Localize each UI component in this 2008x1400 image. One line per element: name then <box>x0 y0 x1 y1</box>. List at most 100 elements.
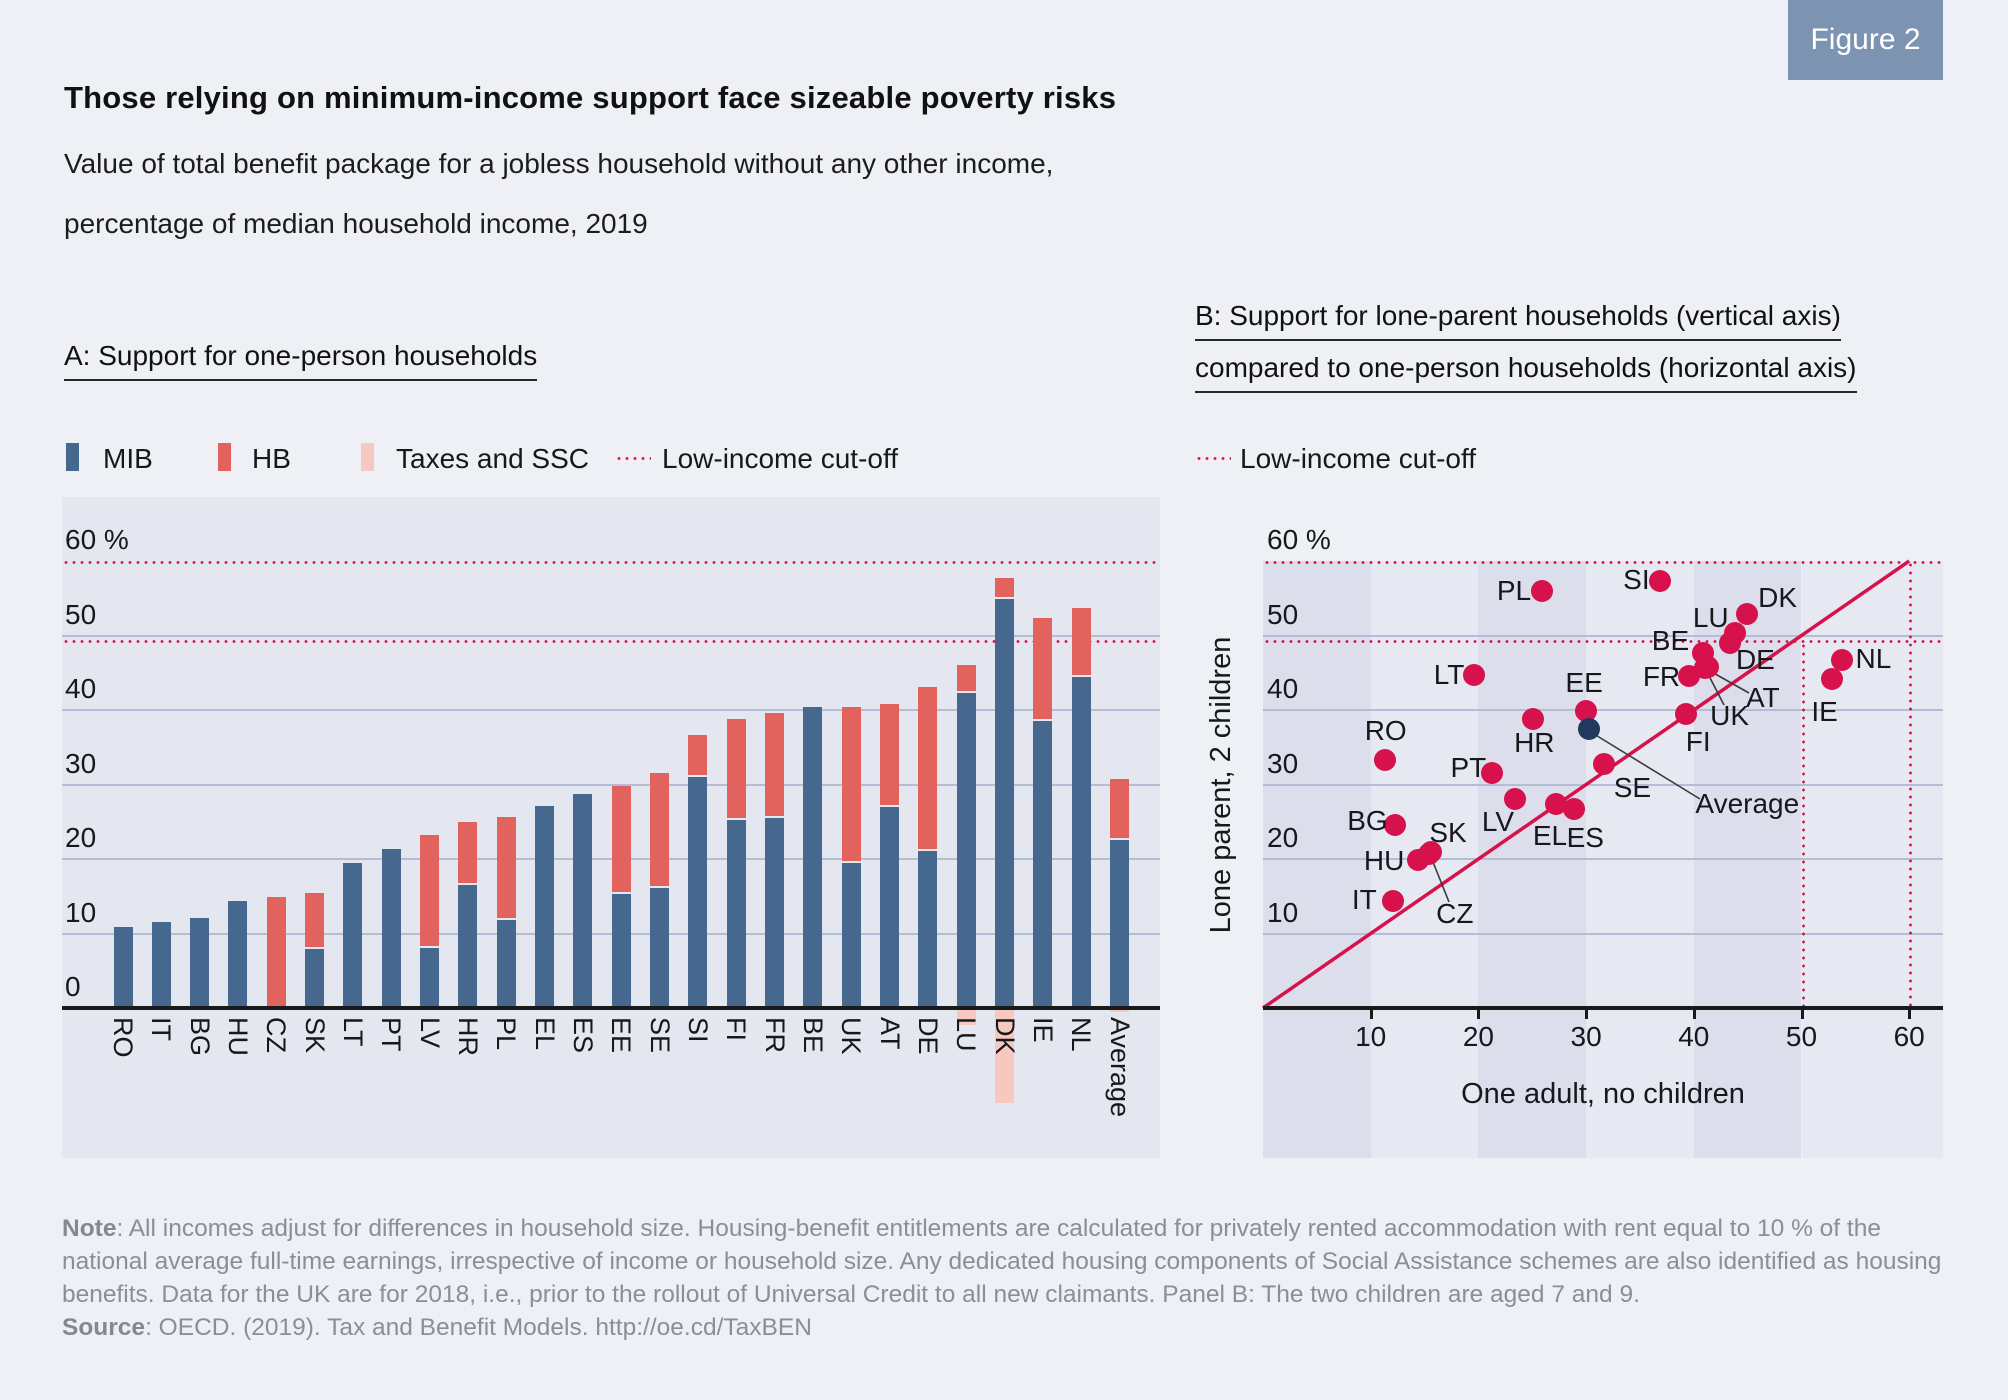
point-label-NL: NL <box>1855 643 1892 675</box>
bar-mib-DK <box>995 598 1015 1008</box>
bar-mib-RO <box>113 926 133 1008</box>
point-label-EL: EL <box>1532 819 1568 851</box>
legend-label-hb: HB <box>252 443 291 474</box>
bar-hb-PL <box>496 816 516 919</box>
point-EE <box>1575 699 1598 722</box>
point-EL <box>1544 792 1567 815</box>
bar-separator-DE <box>918 849 938 852</box>
note-text: Note: All incomes adjust for differences… <box>62 1215 1942 1308</box>
x-label-HR: HR <box>452 1017 483 1056</box>
bar-separator-NL <box>1071 674 1091 677</box>
figure-badge-label: Figure 2 <box>1810 23 1921 56</box>
point-PT <box>1481 762 1504 785</box>
bar-mib-HU <box>228 900 248 1008</box>
x-label-AT: AT <box>874 1017 905 1050</box>
gridline-10 <box>62 932 1160 935</box>
point-label-DE: DE <box>1735 643 1775 675</box>
point-label-BG: BG <box>1347 804 1388 836</box>
point-LV <box>1504 788 1527 811</box>
source-text: Source: OECD. (2019). Tax and Benefit Mo… <box>62 1314 812 1341</box>
b-gridline-10 <box>1263 932 1943 935</box>
bar-mib-AT <box>880 806 900 1008</box>
point-label-EE: EE <box>1565 666 1603 698</box>
bar-hb-IE <box>1033 618 1053 721</box>
x-label-BE: BE <box>797 1017 828 1054</box>
bar-hb-DK <box>995 578 1015 599</box>
bar-mib-LT <box>343 862 363 1008</box>
point-SI <box>1649 570 1672 593</box>
figure-subtitle-line1: Value of total benefit package for a job… <box>64 148 1054 179</box>
point-FI <box>1675 703 1698 726</box>
point-label-AT: AT <box>1745 681 1780 713</box>
bar-mib-EE <box>611 892 631 1008</box>
legend-swatch-taxes <box>361 443 374 471</box>
x-label-LU: LU <box>951 1017 982 1052</box>
bar-mib-ES <box>573 794 593 1008</box>
bar-mib-PT <box>381 849 401 1008</box>
bar-separator-FR <box>765 816 785 819</box>
legend-b-label-cutoff: Low-income cut-off <box>1240 443 1477 474</box>
bar-separator-HR <box>458 882 478 885</box>
bar-mib-SK <box>305 948 325 1008</box>
point-label-LU: LU <box>1692 602 1729 634</box>
x-label-SI: SI <box>682 1017 713 1043</box>
bar-hb-LV <box>420 835 440 947</box>
bar-separator-LV <box>420 945 440 948</box>
bar-separator-IE <box>1033 719 1053 722</box>
source-label: Source <box>62 1314 146 1341</box>
point-label-HU: HU <box>1363 845 1405 877</box>
point-DK <box>1735 602 1758 625</box>
b-x-tickmark-30 <box>1585 1010 1589 1019</box>
bar-separator-SE <box>650 886 670 889</box>
legend-label-mib: MIB <box>103 443 153 474</box>
bar-mib-LV <box>420 946 440 1008</box>
bar-mib-FI <box>726 818 746 1008</box>
point-label-ES: ES <box>1566 822 1604 854</box>
point-LU <box>1723 622 1746 645</box>
bar-hb-Average <box>1110 779 1130 839</box>
x-label-PT: PT <box>376 1017 407 1052</box>
bar-hb-SK <box>305 892 325 949</box>
point-IT <box>1382 889 1405 912</box>
b-y-tick-20: 20 <box>1267 822 1299 853</box>
panel-b-scatter-chart: 10 20 30 40 50 60 % RO IT BG HU CZ SK LT PT LV HR PL EL ES… <box>1195 495 1965 1195</box>
b-y-tick-10: 10 <box>1267 896 1299 928</box>
point-label-DK: DK <box>1758 581 1798 613</box>
note-block: Note: All incomes adjust for differences… <box>62 1212 1962 1344</box>
point-LT <box>1463 663 1486 686</box>
x-label-IE: IE <box>1027 1017 1058 1043</box>
point-label-HR: HR <box>1514 726 1555 758</box>
x-label-EE: EE <box>606 1017 637 1054</box>
bar-mib-FR <box>765 817 785 1008</box>
b-x-tickmark-40 <box>1692 1010 1696 1019</box>
point-ES <box>1563 798 1586 821</box>
bar-mib-LU <box>956 692 976 1008</box>
point-NL <box>1831 649 1854 672</box>
bar-separator-Average <box>1110 837 1130 840</box>
b-x-tick-60: 60 <box>1893 1021 1925 1052</box>
point-SE <box>1593 752 1616 775</box>
point-label-BE: BE <box>1651 624 1690 656</box>
bar-hb-DE <box>918 686 938 851</box>
point-AT <box>1696 655 1719 678</box>
x-label-LT: LT <box>337 1017 368 1047</box>
point-label-FR: FR <box>1642 661 1681 693</box>
point-label-LT: LT <box>1433 658 1465 690</box>
x-label-IT: IT <box>146 1017 177 1041</box>
x-label-FR: FR <box>759 1017 790 1053</box>
bar-hb-LU <box>956 665 976 693</box>
bar-separator-AT <box>880 805 900 808</box>
panel-b-x-axis <box>1263 1006 1943 1010</box>
bar-hb-EE <box>611 785 631 893</box>
point-RO <box>1373 748 1396 771</box>
gridline-50 <box>62 634 1160 637</box>
figure-subtitle-line2: percentage of median household income, 2… <box>64 208 648 239</box>
bar-taxes-DK <box>995 1008 1015 1104</box>
bar-mib-BG <box>190 917 210 1008</box>
bar-separator-SK <box>305 947 325 950</box>
gridline-20 <box>62 858 1160 860</box>
legend-b-cutoff-line-icon <box>1195 457 1231 460</box>
x-axis-title: One adult, no children <box>1461 1078 1745 1110</box>
x-label-SE: SE <box>644 1017 675 1054</box>
y-tick-10: 10 <box>65 896 97 928</box>
